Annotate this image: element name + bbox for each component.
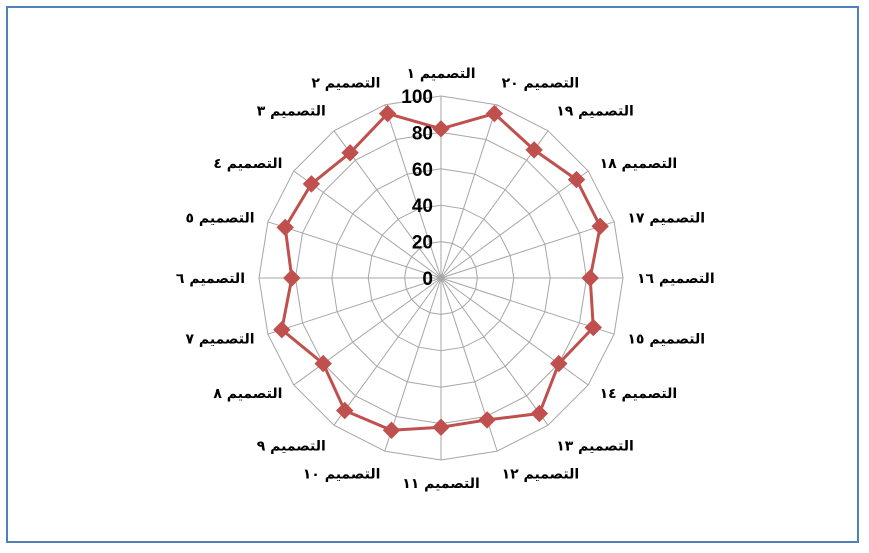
data-point bbox=[485, 104, 504, 123]
data-point bbox=[335, 401, 354, 420]
data-point bbox=[584, 318, 603, 337]
category-label: التصميم ١٦ bbox=[637, 271, 715, 287]
data-point bbox=[567, 170, 586, 189]
grid-spoke bbox=[440, 130, 549, 279]
grid-spoke bbox=[440, 277, 615, 335]
category-label: التصميم ٦ bbox=[176, 271, 245, 287]
category-label: التصميم ١٠ bbox=[303, 466, 381, 482]
data-point bbox=[591, 217, 609, 236]
data-point bbox=[341, 144, 359, 162]
data-point bbox=[314, 354, 332, 373]
grid-spoke bbox=[267, 221, 442, 279]
category-label: التصميم ٧ bbox=[186, 332, 255, 348]
data-point bbox=[302, 175, 321, 193]
data-point bbox=[378, 104, 397, 123]
grid-spoke bbox=[293, 277, 442, 386]
data-point bbox=[283, 269, 301, 287]
category-label: التصميم ١٤ bbox=[600, 386, 678, 402]
category-label: التصميم ٣ bbox=[257, 103, 326, 119]
grid-spoke bbox=[384, 104, 442, 279]
category-label: التصميم ٢٠ bbox=[502, 76, 580, 92]
category-label: التصميم ١٩ bbox=[556, 103, 634, 119]
data-point bbox=[382, 421, 401, 440]
radial-tick-label: 40 bbox=[412, 196, 433, 217]
grid-spoke bbox=[333, 277, 442, 426]
category-label: التصميم ١٧ bbox=[627, 210, 705, 226]
category-label: التصميم ١٥ bbox=[627, 332, 705, 348]
grid-spoke bbox=[440, 170, 589, 279]
category-label: التصميم ١٢ bbox=[502, 466, 580, 482]
grid-spoke bbox=[384, 277, 442, 452]
category-label: التصميم ١١ bbox=[402, 476, 480, 492]
category-label: التصميم ١٣ bbox=[556, 439, 634, 455]
radial-tick-label: 0 bbox=[422, 269, 433, 290]
data-point bbox=[432, 120, 450, 138]
grid-spoke bbox=[440, 277, 589, 386]
data-point bbox=[550, 354, 568, 373]
data-point bbox=[525, 141, 543, 159]
data-point bbox=[530, 404, 549, 423]
radial-tick-label: 20 bbox=[412, 233, 433, 254]
grid-spoke bbox=[293, 170, 442, 279]
category-label: التصميم ١ bbox=[406, 66, 475, 82]
radial-tick-label: 60 bbox=[412, 160, 433, 181]
category-label: التصميم ١٨ bbox=[600, 156, 678, 172]
data-point bbox=[581, 269, 599, 287]
category-label: التصميم ٨ bbox=[213, 386, 282, 402]
radial-tick-label: 100 bbox=[401, 87, 433, 108]
grid-spoke bbox=[440, 221, 615, 279]
grid-spoke bbox=[440, 104, 498, 279]
category-label: التصميم ٢ bbox=[311, 76, 380, 92]
category-label: التصميم ٥ bbox=[186, 210, 255, 226]
category-label: التصميم ٤ bbox=[213, 156, 282, 172]
grid-spoke bbox=[440, 277, 549, 426]
data-point bbox=[432, 418, 450, 436]
data-point bbox=[276, 218, 294, 237]
radial-tick-label: 80 bbox=[412, 123, 433, 144]
chart-frame bbox=[6, 6, 859, 543]
grid-spoke bbox=[267, 277, 442, 335]
category-label: التصميم ٩ bbox=[257, 439, 326, 455]
data-point bbox=[273, 320, 291, 339]
data-point bbox=[478, 411, 496, 429]
